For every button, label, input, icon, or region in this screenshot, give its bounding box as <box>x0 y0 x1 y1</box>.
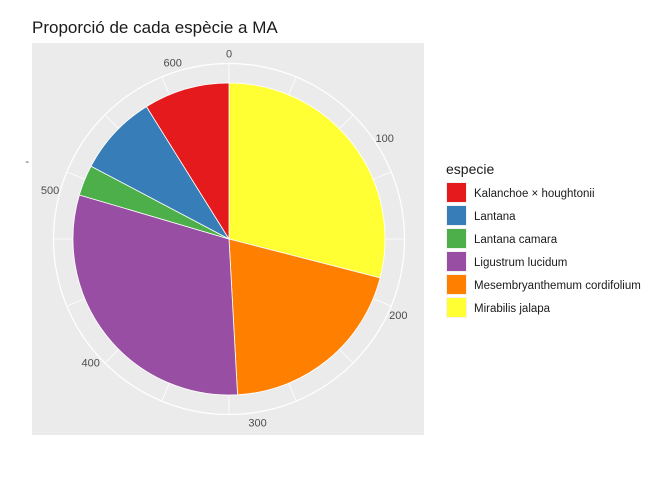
y-axis-tick: - <box>25 156 29 168</box>
pie-slice <box>145 82 230 241</box>
theta-tick-label: 400 <box>82 358 100 370</box>
pie-slice <box>228 82 386 279</box>
pie-slices <box>72 82 386 396</box>
legend-swatch <box>447 229 466 248</box>
legend-label: Kalanchoe × houghtonii <box>474 188 595 200</box>
pie-slice <box>72 194 238 396</box>
pie-slice <box>228 238 381 396</box>
theta-tick-label: 100 <box>375 133 393 145</box>
legend-label: Ligustrum lucidum <box>474 257 567 269</box>
legend-swatch <box>447 252 466 271</box>
legend-label: Mesembryanthemum cordifolium <box>474 280 641 292</box>
legend-swatch <box>447 275 466 294</box>
legend-label: Lantana camara <box>474 234 558 246</box>
legend-label: Mirabilis jalapa <box>474 303 551 315</box>
theta-tick-label: 500 <box>41 185 59 197</box>
legend-swatch <box>447 206 466 225</box>
theta-tick-labels: 0 100 200 300 400 500 600 <box>41 49 408 430</box>
legend-title: especie <box>446 161 494 177</box>
theta-tick-label: 600 <box>163 57 181 69</box>
chart-title: Proporció de cada espècie a MA <box>32 18 278 37</box>
legend-swatch <box>447 183 466 202</box>
legend-swatch <box>447 298 466 317</box>
theta-tick-label: 0 <box>226 49 232 61</box>
legend: Kalanchoe × houghtonii Lantana Lantana cam… <box>446 182 641 318</box>
legend-label: Lantana <box>474 211 516 223</box>
theta-tick-label: 200 <box>389 310 407 322</box>
theta-tick-label: 300 <box>248 417 266 429</box>
